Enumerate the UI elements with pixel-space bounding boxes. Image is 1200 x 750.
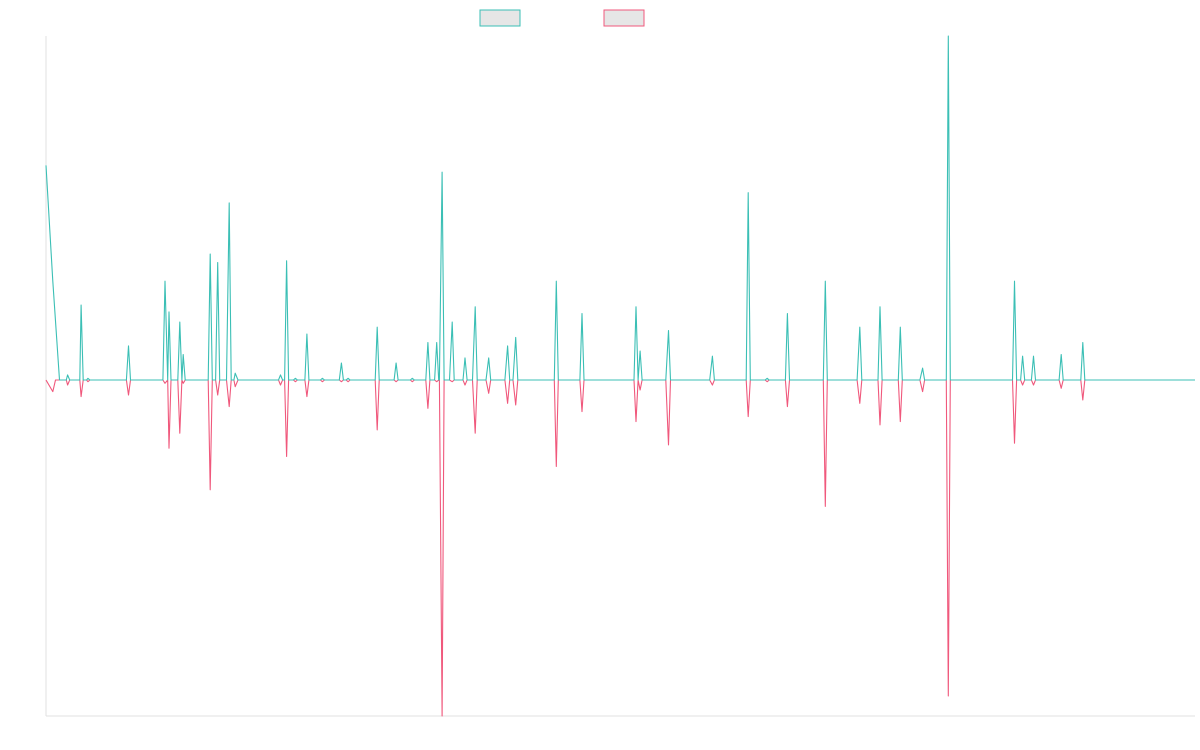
legend bbox=[479, 9, 645, 27]
series-1-line bbox=[45, 35, 1195, 381]
legend-swatch-series-2[interactable] bbox=[603, 9, 645, 27]
axes bbox=[45, 36, 1195, 717]
legend-swatch-series-1[interactable] bbox=[479, 9, 521, 27]
plot-area bbox=[45, 35, 1195, 717]
series-2-line bbox=[45, 379, 1195, 717]
